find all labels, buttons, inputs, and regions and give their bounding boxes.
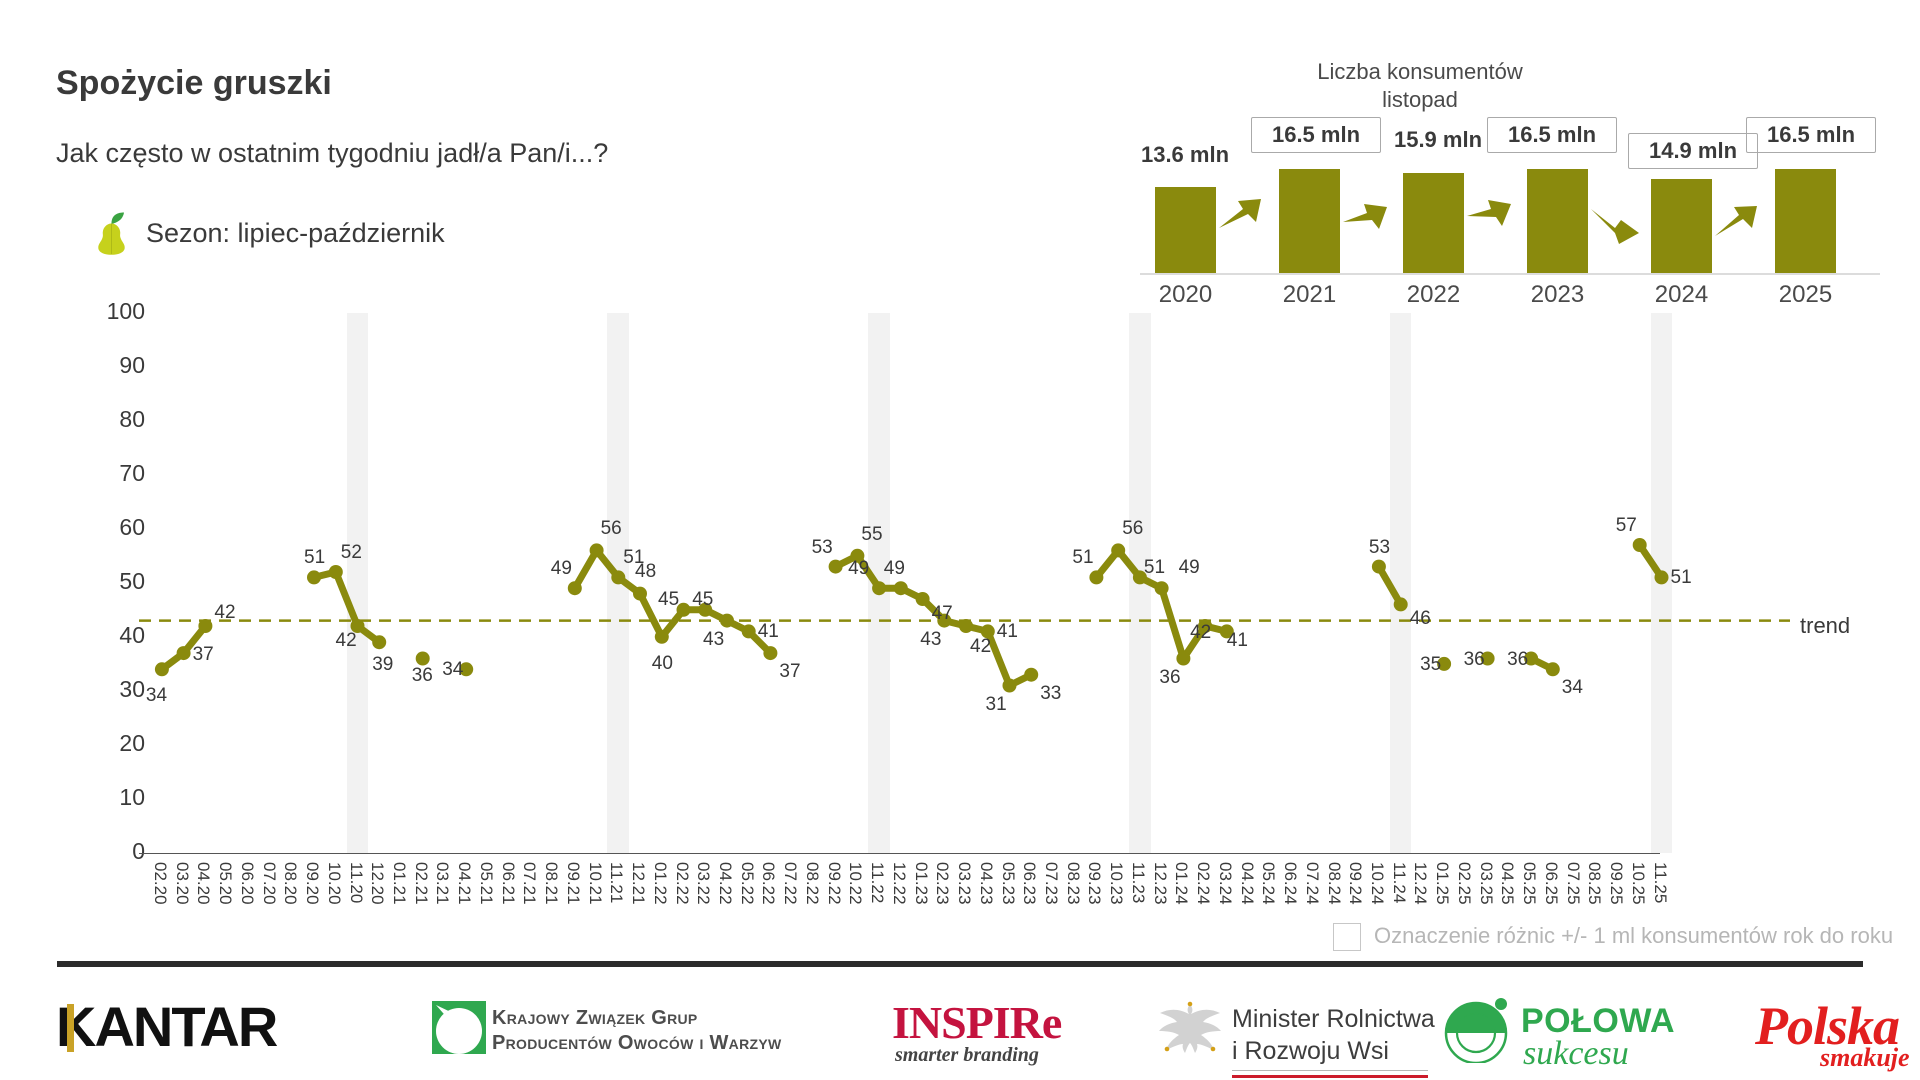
svg-text:KANTAR: KANTAR [56,995,278,1058]
